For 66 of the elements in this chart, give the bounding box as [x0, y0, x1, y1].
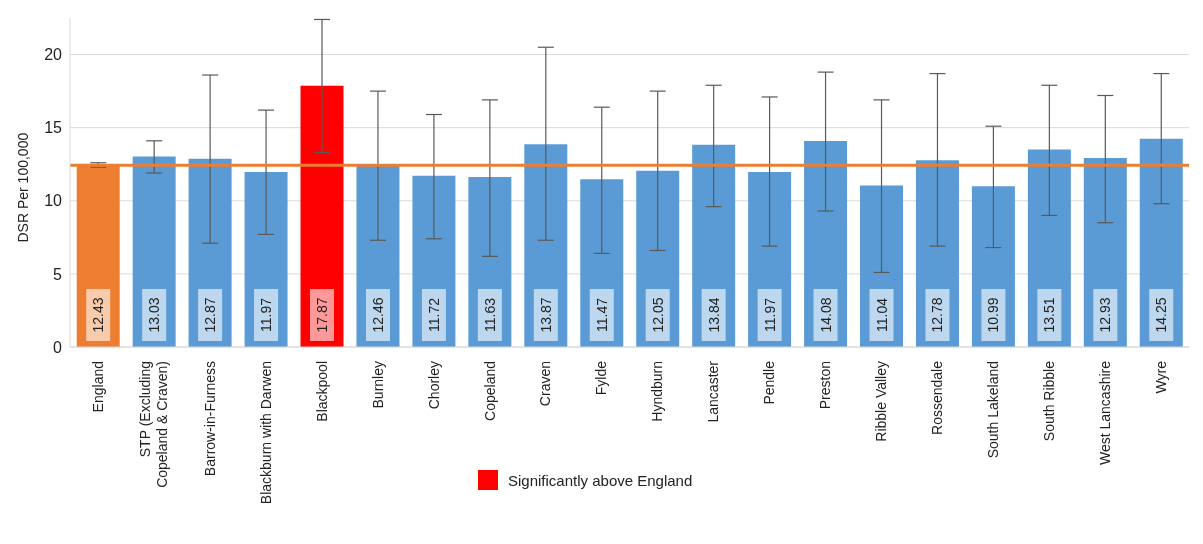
bar: [188, 158, 232, 347]
data-label: 11.63: [481, 297, 498, 332]
bar: [468, 176, 512, 347]
data-label: 13.84: [705, 297, 722, 333]
x-tick-label: South Lakeland: [985, 361, 1002, 459]
bar: [1083, 157, 1127, 347]
x-tick-label: Fylde: [593, 360, 610, 396]
x-tick-label: Wyre: [1152, 360, 1169, 394]
data-label: 11.97: [761, 297, 778, 332]
x-tick-label: South Ribble: [1041, 360, 1058, 442]
x-tick-label: West Lancashire: [1096, 360, 1113, 466]
data-label: 12.78: [929, 297, 946, 333]
y-tick-label: 0: [53, 338, 63, 356]
bar: [244, 171, 288, 347]
bar: [692, 144, 736, 347]
bar: [300, 85, 344, 347]
x-tick-label: Pendle: [761, 360, 778, 405]
data-label: 12.46: [369, 297, 386, 333]
x-tick-label: Copeland: [481, 361, 498, 421]
bar: [1027, 149, 1071, 347]
x-tick-label: Ribble Valley: [873, 361, 890, 442]
x-tick-label: Rossendale: [929, 360, 946, 435]
bar: [412, 175, 456, 347]
x-tick-label: England: [89, 361, 106, 413]
data-label: 11.04: [873, 297, 890, 332]
y-tick-label: 5: [53, 265, 63, 283]
x-tick-label: Blackpool: [313, 361, 330, 422]
bar: [1139, 138, 1183, 347]
bar: [524, 144, 568, 347]
y-axis-title: DSR Per 100,000: [14, 132, 31, 243]
data-label: 13.87: [537, 297, 554, 333]
data-label: 12.43: [90, 297, 107, 333]
x-tick-label: Chorley: [425, 361, 442, 410]
x-tick-label: STP (Excluding Copeland & Craven): [137, 361, 171, 488]
bar: [636, 170, 680, 347]
y-tick-label: 15: [44, 119, 63, 137]
data-label: 11.97: [258, 297, 275, 332]
x-tick-label: Barrow-in-Furness: [201, 361, 218, 477]
data-label: 11.72: [425, 297, 442, 332]
bar: [748, 171, 792, 347]
bar: [860, 185, 904, 347]
data-label: 14.25: [1153, 297, 1170, 333]
data-label: 10.99: [985, 297, 1002, 333]
data-label: 12.87: [202, 297, 219, 333]
bar: [804, 141, 848, 347]
x-tick-label: Hyndburn: [649, 361, 666, 422]
x-tick-label: Blackburn with Darwen: [257, 361, 274, 505]
bar: [132, 156, 176, 347]
x-tick-label: Preston: [817, 361, 834, 410]
data-label: 13.03: [146, 297, 163, 333]
bar: [915, 160, 959, 347]
data-label: 12.05: [649, 297, 666, 333]
y-tick-label: 20: [44, 46, 63, 64]
x-tick-label: Lancaster: [705, 360, 722, 423]
y-tick-label: 10: [44, 192, 63, 210]
legend-label: Significantly above England: [508, 471, 693, 489]
data-label: 17.87: [314, 297, 331, 333]
bar: [971, 186, 1015, 347]
x-tick-label: Burnley: [369, 361, 386, 409]
data-label: 14.08: [817, 297, 834, 333]
data-label: 11.47: [593, 297, 610, 332]
bar: [356, 164, 400, 347]
data-label: 12.93: [1097, 297, 1114, 333]
data-label: 13.51: [1041, 297, 1058, 333]
bar: [580, 179, 624, 347]
x-tick-label: Craven: [537, 361, 554, 407]
